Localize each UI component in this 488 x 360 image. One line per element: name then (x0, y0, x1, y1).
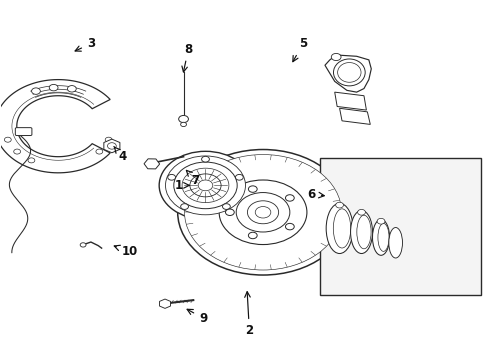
Ellipse shape (333, 59, 365, 86)
Polygon shape (334, 92, 366, 110)
Circle shape (159, 151, 251, 220)
Ellipse shape (325, 203, 352, 253)
Circle shape (96, 149, 102, 154)
Circle shape (357, 210, 365, 215)
Circle shape (330, 53, 340, 60)
Circle shape (201, 156, 209, 162)
Circle shape (255, 207, 270, 218)
Circle shape (107, 143, 116, 149)
Polygon shape (339, 108, 369, 125)
Circle shape (177, 149, 347, 275)
Circle shape (80, 243, 86, 247)
Circle shape (67, 86, 76, 92)
Polygon shape (325, 55, 370, 92)
Circle shape (189, 174, 221, 197)
Circle shape (28, 158, 35, 163)
Circle shape (222, 204, 230, 210)
Circle shape (180, 122, 186, 127)
Circle shape (105, 137, 112, 142)
Circle shape (180, 204, 188, 210)
Text: 3: 3 (75, 37, 95, 51)
Ellipse shape (333, 209, 350, 248)
Polygon shape (0, 80, 110, 173)
Text: 7: 7 (186, 170, 200, 186)
Circle shape (236, 193, 289, 232)
Text: 9: 9 (187, 309, 207, 325)
Ellipse shape (377, 224, 388, 251)
Circle shape (225, 209, 234, 216)
Circle shape (165, 156, 245, 215)
Text: 6: 6 (307, 188, 324, 201)
Circle shape (49, 84, 58, 91)
Circle shape (248, 232, 257, 239)
Circle shape (247, 201, 278, 224)
Circle shape (178, 116, 188, 123)
Circle shape (4, 137, 11, 142)
Circle shape (248, 186, 257, 192)
Text: 1: 1 (174, 179, 189, 192)
Circle shape (32, 88, 41, 94)
Text: 5: 5 (292, 37, 306, 62)
Circle shape (335, 202, 343, 208)
Ellipse shape (356, 215, 370, 249)
Circle shape (14, 149, 20, 154)
Text: 4: 4 (114, 147, 126, 163)
Circle shape (219, 180, 306, 244)
Circle shape (182, 168, 228, 203)
Circle shape (173, 162, 237, 209)
Circle shape (235, 175, 243, 180)
Bar (320, 158, 480, 295)
FancyBboxPatch shape (15, 128, 32, 135)
Circle shape (285, 224, 294, 230)
Circle shape (285, 195, 294, 201)
Ellipse shape (350, 211, 372, 253)
Circle shape (167, 175, 175, 180)
Ellipse shape (388, 228, 402, 258)
Circle shape (198, 180, 212, 191)
Text: 2: 2 (244, 292, 253, 337)
Circle shape (376, 219, 384, 224)
Ellipse shape (337, 63, 360, 82)
Text: 10: 10 (114, 245, 138, 258)
Text: 8: 8 (182, 42, 192, 72)
Ellipse shape (372, 220, 389, 255)
Circle shape (184, 154, 341, 270)
